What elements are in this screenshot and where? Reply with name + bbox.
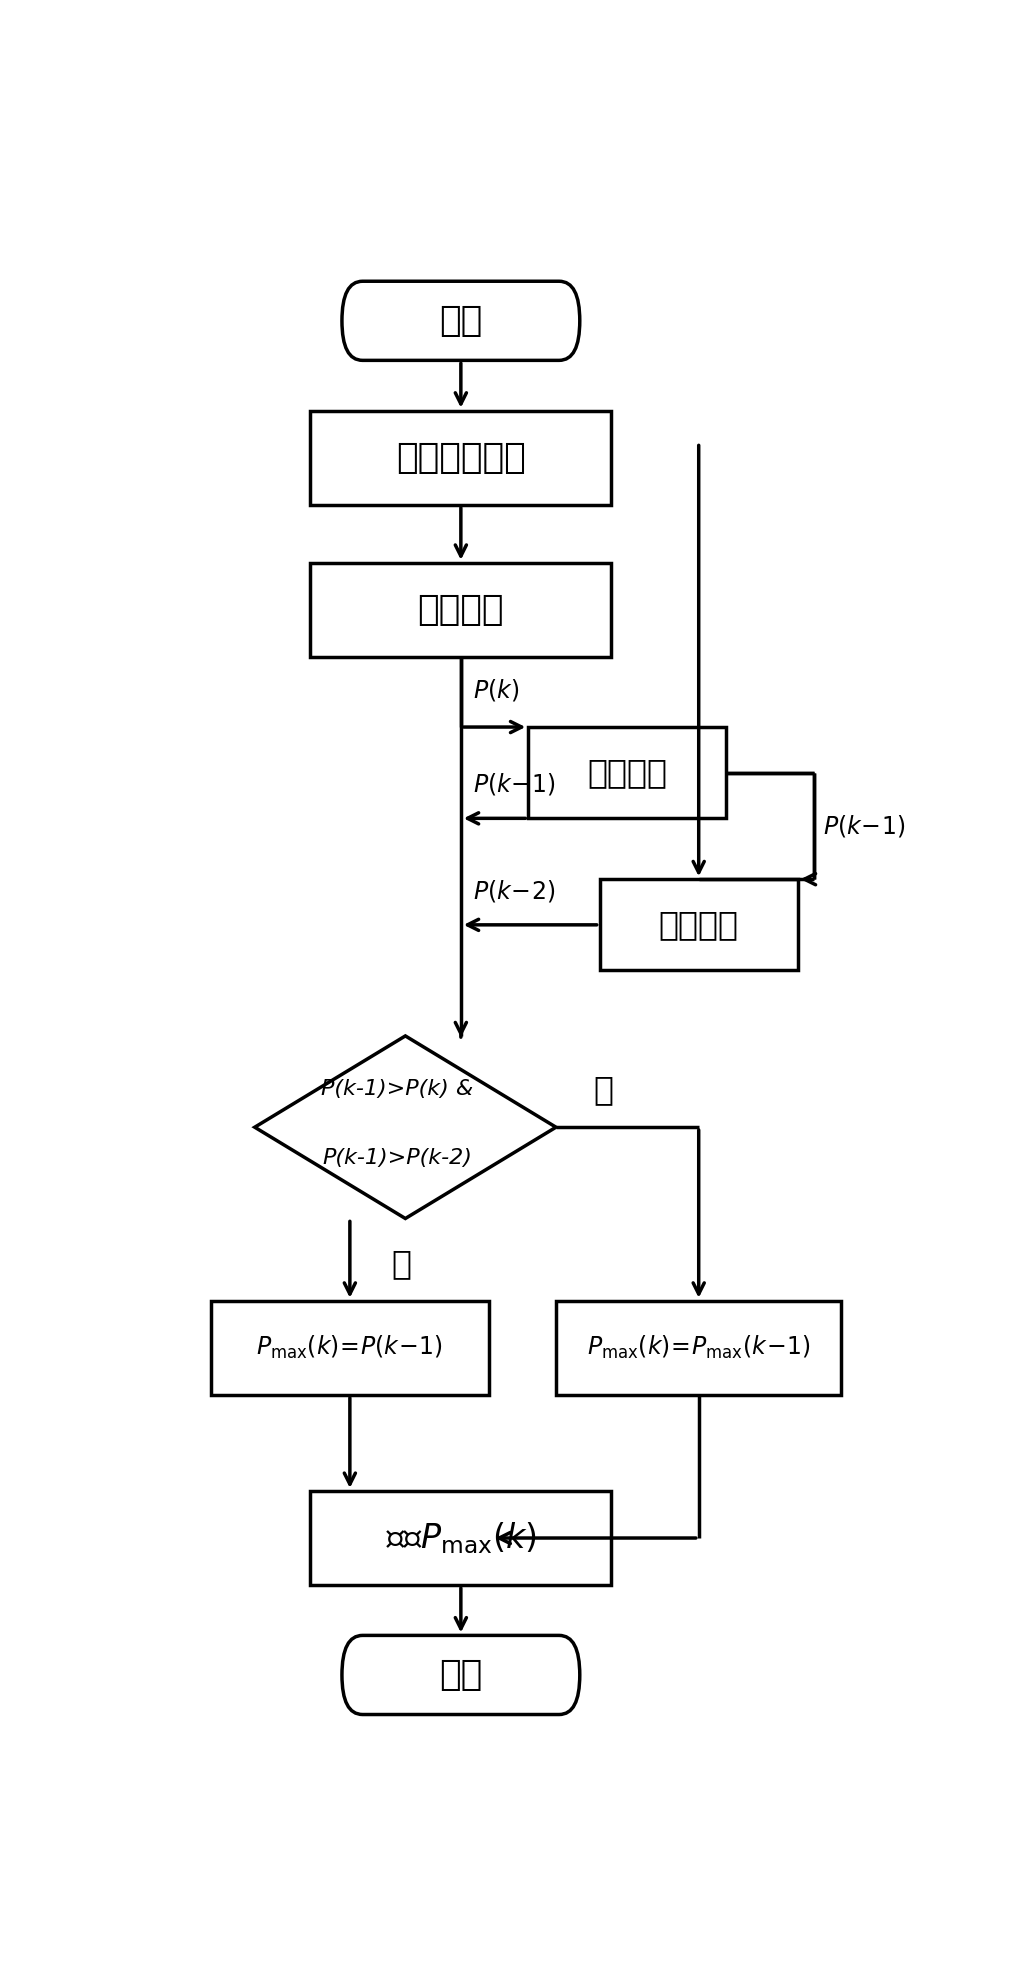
Bar bbox=[211, 1300, 489, 1395]
Text: 否: 否 bbox=[593, 1073, 614, 1107]
Bar bbox=[310, 411, 612, 506]
Polygon shape bbox=[255, 1035, 557, 1219]
FancyBboxPatch shape bbox=[342, 1636, 580, 1715]
Text: $P(k\!-\!1)$: $P(k\!-\!1)$ bbox=[473, 771, 555, 796]
FancyBboxPatch shape bbox=[342, 281, 580, 360]
Text: 采样保持: 采样保持 bbox=[417, 593, 504, 626]
Text: P(k-1)>P(k) &: P(k-1)>P(k) & bbox=[321, 1079, 474, 1099]
Text: $P(k\!-\!2)$: $P(k\!-\!2)$ bbox=[473, 877, 555, 903]
Text: $P(k\!-\!1)$: $P(k\!-\!1)$ bbox=[824, 812, 905, 840]
Bar bbox=[310, 1490, 612, 1585]
Text: $P_{\mathrm{max}}(k)\!=\!P_{\mathrm{max}}(k\!-\!1)$: $P_{\mathrm{max}}(k)\!=\!P_{\mathrm{max}… bbox=[587, 1334, 810, 1361]
Bar bbox=[599, 879, 798, 970]
Bar bbox=[557, 1300, 842, 1395]
Text: P(k-1)>P(k-2): P(k-1)>P(k-2) bbox=[322, 1148, 473, 1168]
Bar bbox=[528, 727, 726, 818]
Text: 输出$P_{\mathrm{max}}(k)$: 输出$P_{\mathrm{max}}(k)$ bbox=[386, 1520, 536, 1555]
Text: 结束: 结束 bbox=[439, 1658, 483, 1691]
Bar bbox=[310, 563, 612, 658]
Text: 瞬时功率输入: 瞬时功率输入 bbox=[396, 441, 526, 474]
Text: 单位延时: 单位延时 bbox=[587, 757, 667, 788]
Text: $P(k)$: $P(k)$ bbox=[473, 676, 519, 703]
Text: 单位延时: 单位延时 bbox=[659, 909, 739, 941]
Text: 是: 是 bbox=[392, 1247, 411, 1280]
Text: $P_{\mathrm{max}}(k)\!=\!P(k\!-\!1)$: $P_{\mathrm{max}}(k)\!=\!P(k\!-\!1)$ bbox=[257, 1334, 443, 1361]
Text: 开始: 开始 bbox=[439, 304, 483, 338]
